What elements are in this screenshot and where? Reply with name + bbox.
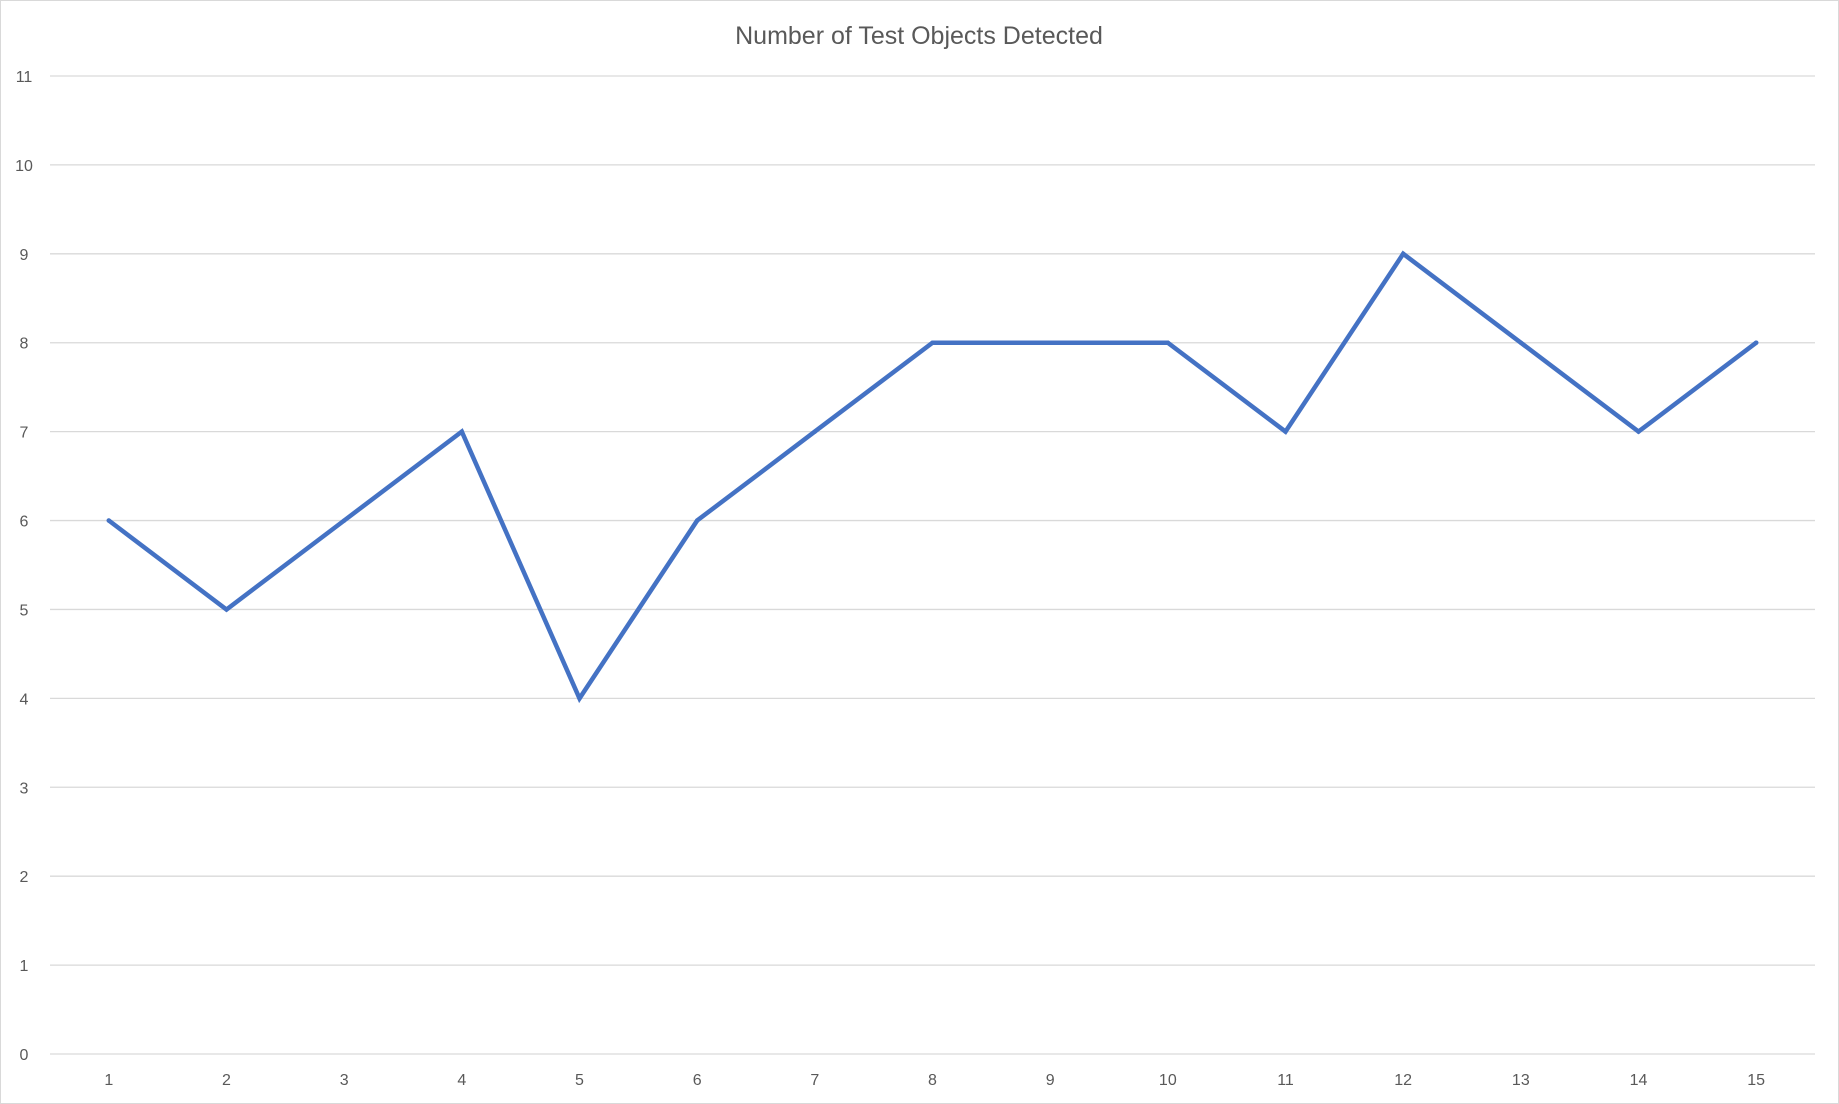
y-axis-tick-labels: 0 1 2 3 4 5 6 7 8 9 10 11 (15, 69, 33, 1064)
x-tick-label: 13 (1512, 1072, 1530, 1089)
x-tick-label: 3 (340, 1072, 349, 1089)
y-tick-label: 5 (20, 602, 29, 619)
data-point (341, 518, 347, 523)
x-tick-label: 2 (222, 1072, 231, 1089)
y-tick-label: 10 (15, 158, 33, 175)
data-point (1165, 340, 1171, 345)
data-point (1518, 340, 1524, 345)
x-tick-label: 8 (928, 1072, 937, 1089)
x-tick-label: 7 (810, 1072, 819, 1089)
x-tick-label: 10 (1159, 1072, 1177, 1089)
x-tick-label: 14 (1630, 1072, 1648, 1089)
x-tick-label: 11 (1277, 1072, 1294, 1089)
data-point (1283, 429, 1288, 434)
data-point (1047, 340, 1053, 345)
series-line-0 (106, 250, 1759, 704)
data-point (577, 696, 582, 701)
data-point (930, 340, 935, 345)
gridlines (50, 75, 1815, 1055)
data-point (1753, 340, 1759, 345)
data-point (459, 429, 465, 434)
y-tick-label: 3 (20, 780, 29, 797)
chart-title: Number of Test Objects Detected (735, 22, 1103, 50)
y-tick-label: 4 (20, 691, 29, 708)
x-tick-label: 6 (693, 1072, 702, 1089)
y-tick-label: 2 (20, 869, 29, 886)
data-point (224, 607, 229, 612)
series-layer (106, 250, 1759, 704)
y-tick-label: 8 (20, 336, 29, 353)
data-point (812, 429, 818, 434)
data-point (1636, 429, 1641, 434)
y-tick-label: 0 (20, 1047, 29, 1064)
y-tick-label: 6 (20, 514, 29, 531)
x-tick-label: 9 (1046, 1072, 1055, 1089)
y-tick-label: 1 (20, 958, 29, 975)
x-axis-tick-labels: 1 2 3 4 5 6 7 8 9 10 11 12 13 14 15 (104, 1072, 1765, 1089)
data-point (1400, 251, 1406, 257)
y-tick-label: 9 (20, 247, 29, 264)
y-tick-label: 11 (16, 69, 33, 86)
data-point (106, 518, 112, 523)
y-tick-label: 7 (20, 425, 29, 442)
data-point (694, 518, 700, 523)
x-tick-label: 1 (104, 1072, 113, 1089)
x-tick-label: 4 (457, 1072, 466, 1089)
x-tick-label: 12 (1394, 1072, 1412, 1089)
x-tick-label: 15 (1747, 1072, 1765, 1089)
x-tick-label: 5 (575, 1072, 584, 1089)
